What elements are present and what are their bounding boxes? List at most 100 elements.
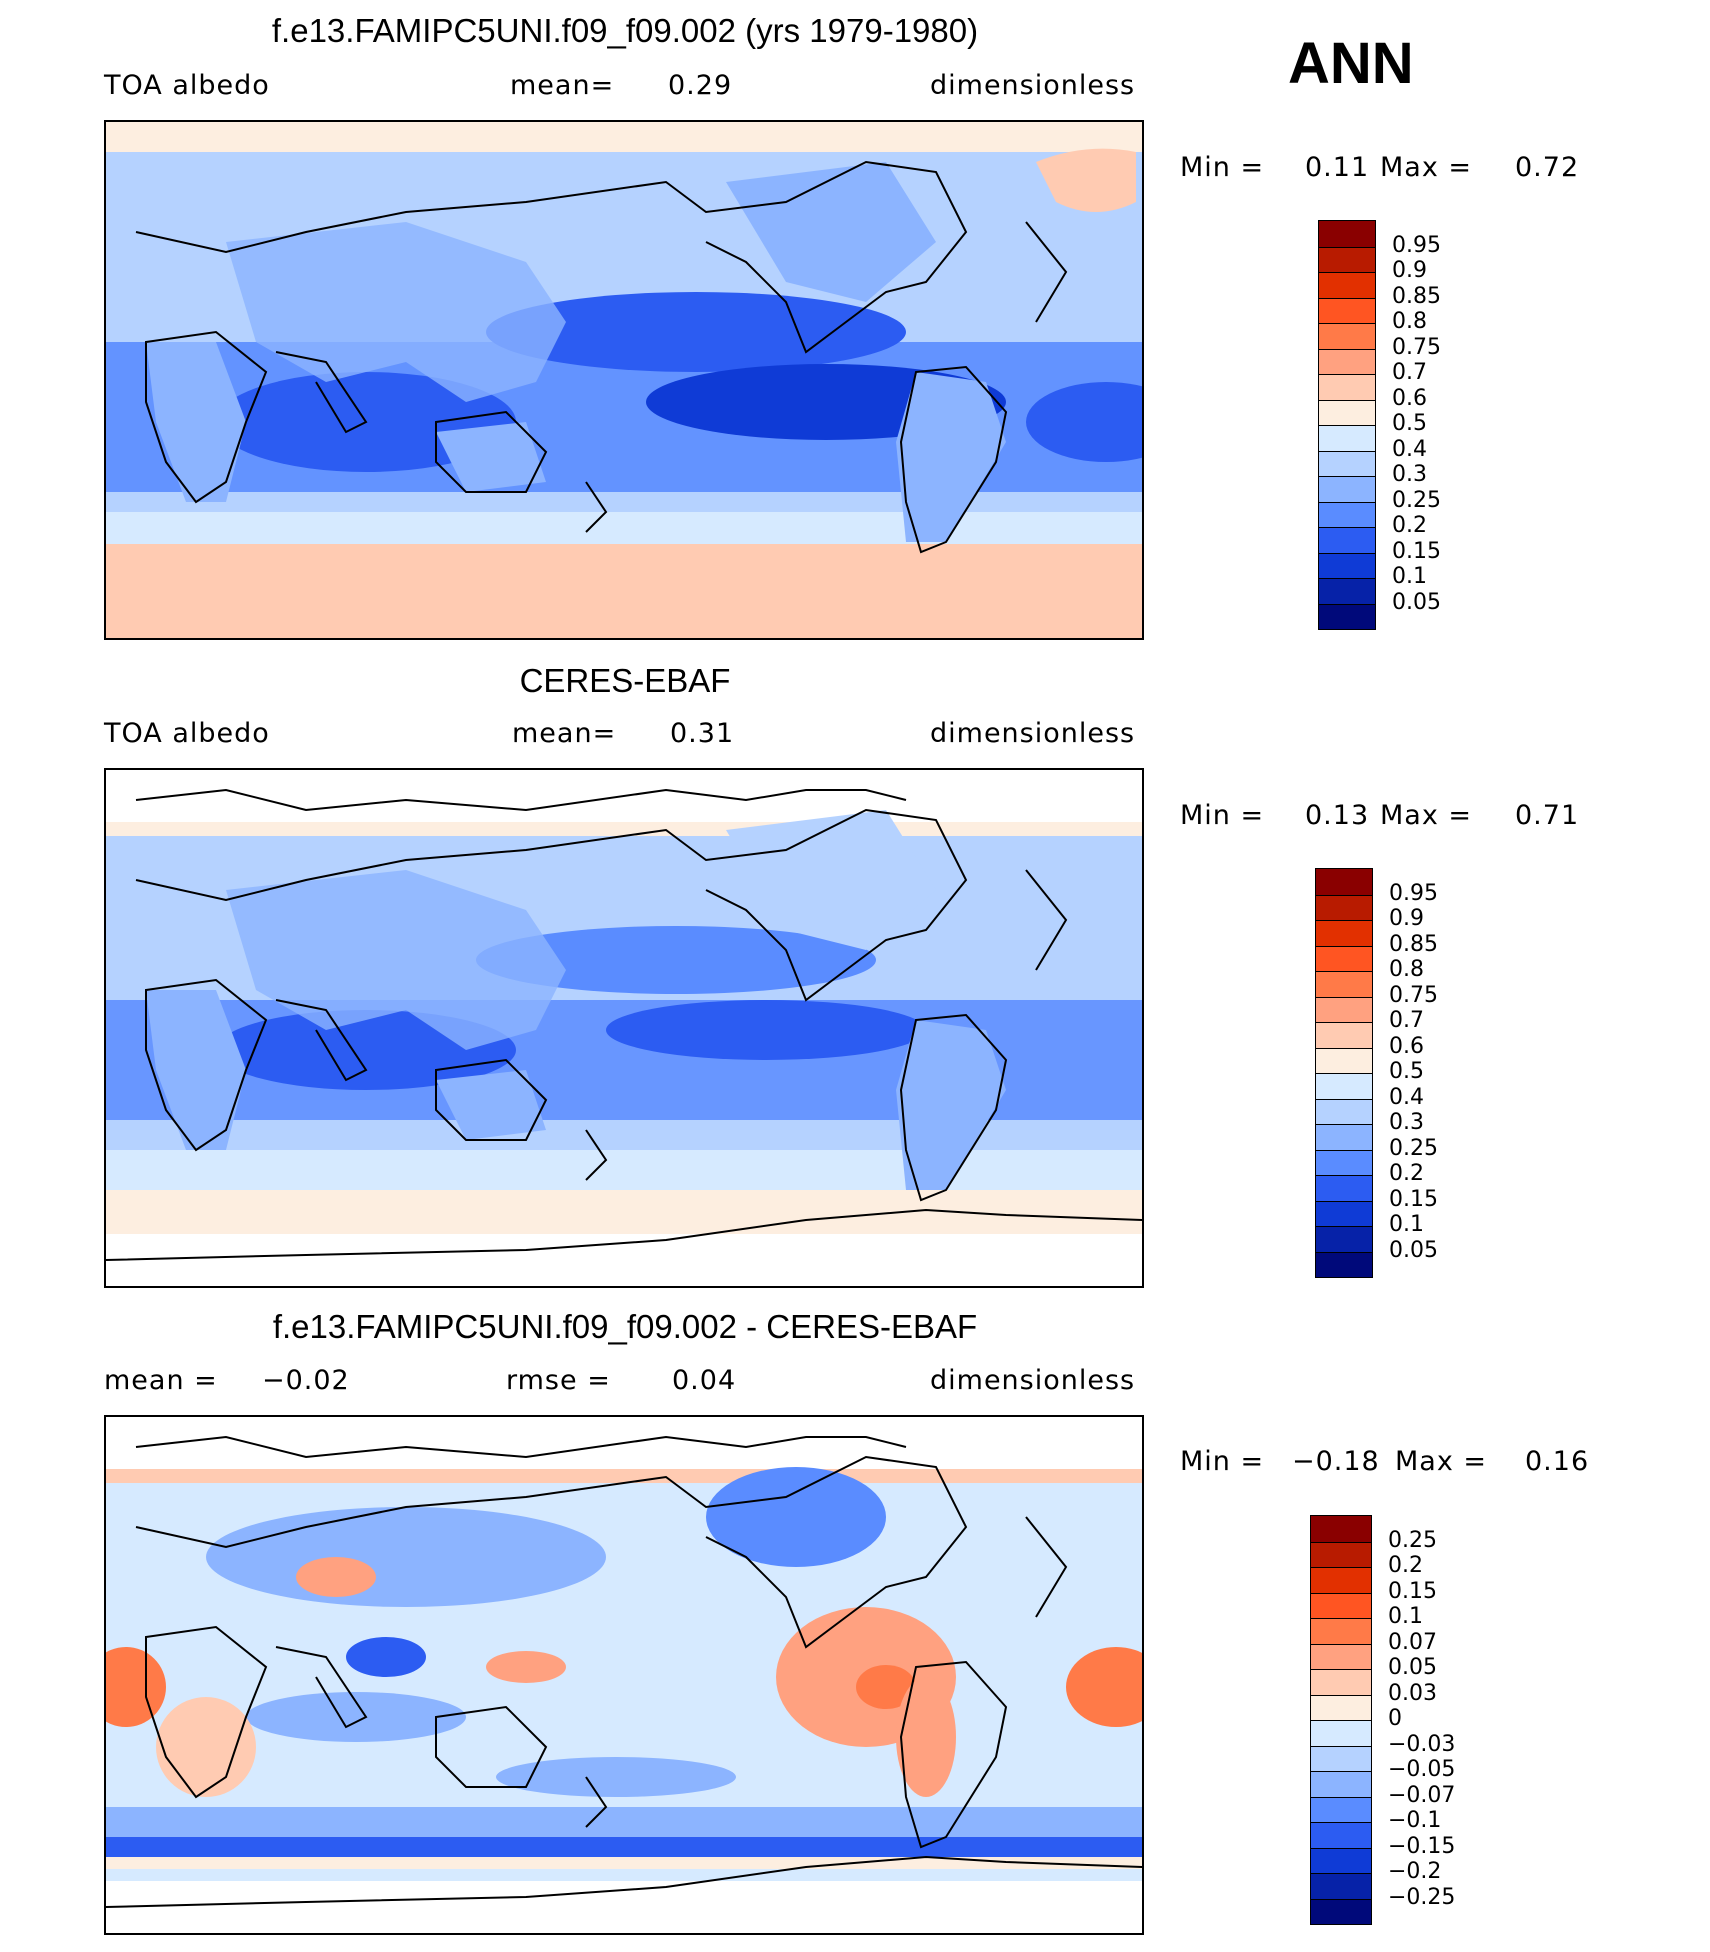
panel-3-arctic-band xyxy=(106,1469,1142,1483)
colorbar-cell xyxy=(1311,1592,1371,1618)
panel-1-min-label: Min = xyxy=(1180,152,1265,183)
colorbar-tick-label: 0.05 xyxy=(1389,1237,1438,1263)
colorbar-cell xyxy=(1311,1516,1371,1542)
colorbar-cell xyxy=(1316,1098,1372,1124)
panel-2-mean-label: mean= xyxy=(512,718,617,749)
colorbar-cell xyxy=(1316,1200,1372,1226)
panel-1-satlantic-low xyxy=(1026,382,1142,462)
colorbar-cell xyxy=(1316,945,1372,971)
panel-2-antarctic-band xyxy=(106,1190,1142,1234)
colorbar-cell xyxy=(1311,1541,1371,1567)
colorbar-tick-label: 0.4 xyxy=(1392,436,1427,462)
panel-2-title: CERES-EBAF xyxy=(519,662,731,699)
colorbar-cell xyxy=(1311,1898,1371,1924)
colorbar-cell xyxy=(1319,272,1375,298)
panel-1-mean-value: 0.29 xyxy=(668,70,733,101)
panel-3-title: f.e13.FAMIPC5UNI.f09_f09.002 - CERES-EBA… xyxy=(272,1308,978,1345)
panel-2-south-america xyxy=(896,1020,1006,1190)
colorbar-cell xyxy=(1319,603,1375,629)
colorbar-cell xyxy=(1316,1047,1372,1073)
colorbar-tick-label: 0.1 xyxy=(1392,564,1427,589)
panel-2-variable-label: TOA albedo xyxy=(104,718,270,749)
panel-3-max-label: Max = xyxy=(1395,1446,1488,1477)
panel-2-map-svg xyxy=(106,770,1142,1286)
colorbar-tick-label: 0.2 xyxy=(1388,1553,1423,1578)
colorbar-cell xyxy=(1319,323,1375,349)
colorbar-cell xyxy=(1319,476,1375,502)
colorbar-tick-label: 0.4 xyxy=(1389,1084,1424,1110)
panel-1-title: f.e13.FAMIPC5UNI.f09_f09.002 (yrs 1979-1… xyxy=(271,12,979,49)
colorbar-tick-label: 0.05 xyxy=(1392,589,1441,615)
colorbar-cell xyxy=(1319,399,1375,425)
panel-2-units: dimensionless xyxy=(930,718,1136,749)
panel-1-africa xyxy=(146,342,246,502)
panel-1-coastlines xyxy=(135,160,1068,554)
colorbar-tick-label: 0.3 xyxy=(1392,462,1427,487)
colorbar-tick-label: 0.5 xyxy=(1392,411,1427,436)
panel-3-epacific-core xyxy=(856,1665,916,1709)
panel-1-australia xyxy=(436,422,546,492)
panel-3-map xyxy=(104,1415,1144,1935)
panel-3-southern-ocean-band xyxy=(106,1807,1142,1837)
panel-3-antarctic-band xyxy=(106,1857,1142,1869)
colorbar-tick-label: 0.9 xyxy=(1389,906,1424,931)
colorbar-tick-label: 0.15 xyxy=(1389,1186,1438,1212)
colorbar-tick-label: 0.25 xyxy=(1389,1135,1438,1161)
panel-2-map xyxy=(104,768,1144,1288)
panel-3-indian-low xyxy=(246,1692,466,1742)
colorbar-tick-label: −0.07 xyxy=(1388,1782,1456,1808)
colorbar-tick-label: −0.05 xyxy=(1388,1757,1456,1782)
colorbar-cell xyxy=(1311,1720,1371,1746)
colorbar-cell xyxy=(1319,246,1375,272)
panel-3-southern-low-band xyxy=(106,1837,1142,1857)
panel-3-asia-low xyxy=(206,1507,606,1607)
colorbar-tick-label: 0.07 xyxy=(1388,1629,1437,1655)
panel-1-min-value: 0.11 xyxy=(1305,152,1370,183)
panel-3-min-value: −0.18 xyxy=(1292,1446,1380,1477)
panel-2-max-value: 0.71 xyxy=(1515,800,1580,831)
colorbar-tick-label: 0.03 xyxy=(1388,1680,1437,1706)
colorbar-cell xyxy=(1319,297,1375,323)
panel-3-africa-high xyxy=(156,1697,256,1797)
colorbar-tick-label: 0.2 xyxy=(1389,1161,1424,1186)
colorbar-tick-label: 0.05 xyxy=(1388,1655,1437,1680)
panel-1-southern-ocean-band xyxy=(106,512,1142,544)
panel-1-north-america xyxy=(726,162,936,302)
colorbar-cell xyxy=(1319,501,1375,527)
colorbar-tick-label: 0.3 xyxy=(1389,1110,1424,1135)
panel-3-bengal-low xyxy=(346,1637,426,1677)
panel-3-maritime-high xyxy=(486,1651,566,1683)
colorbar-tick-label: 0.6 xyxy=(1389,1033,1424,1059)
panel-2-min-value: 0.13 xyxy=(1305,800,1370,831)
colorbar-cell xyxy=(1316,869,1372,895)
colorbar-tick-label: 0.15 xyxy=(1392,538,1441,564)
panel-3-colorbar xyxy=(1310,1515,1372,1925)
colorbar-tick-label: 0.7 xyxy=(1389,1008,1424,1033)
colorbar-cell xyxy=(1316,1226,1372,1252)
panel-1-max-label: Max = xyxy=(1380,152,1473,183)
panel-2-spacific-low xyxy=(606,1000,926,1060)
panel-3-mean-label: mean = xyxy=(104,1365,218,1396)
colorbar-cell xyxy=(1311,1669,1371,1695)
panel-1-greenland xyxy=(1036,148,1136,212)
colorbar-cell xyxy=(1311,1796,1371,1822)
colorbar-tick-label: 0.25 xyxy=(1388,1527,1437,1553)
panel-3-mean-value: −0.02 xyxy=(262,1365,350,1396)
colorbar-tick-label: 0.5 xyxy=(1389,1059,1424,1084)
colorbar-tick-label: 0.9 xyxy=(1392,258,1427,283)
panel-3-spacific-low xyxy=(496,1757,736,1797)
colorbar-tick-label: 0.85 xyxy=(1392,283,1441,309)
colorbar-tick-label: 0.95 xyxy=(1389,880,1438,906)
panel-3-namerica-low xyxy=(706,1467,886,1567)
panel-3-rmse-label: rmse = xyxy=(506,1365,611,1396)
colorbar-tick-label: 0.95 xyxy=(1392,232,1441,258)
colorbar-tick-label: 0.1 xyxy=(1389,1212,1424,1237)
panel-2-southern-ocean-band xyxy=(106,1150,1142,1190)
colorbar-cell xyxy=(1319,348,1375,374)
panel-2-npacific-low xyxy=(476,926,876,994)
panel-3-min-label: Min = xyxy=(1180,1446,1265,1477)
panel-1-variable-label: TOA albedo xyxy=(104,70,270,101)
colorbar-tick-label: −0.2 xyxy=(1388,1859,1442,1884)
panel-1-arctic-band xyxy=(106,122,1142,152)
panel-2-africa xyxy=(146,990,246,1150)
